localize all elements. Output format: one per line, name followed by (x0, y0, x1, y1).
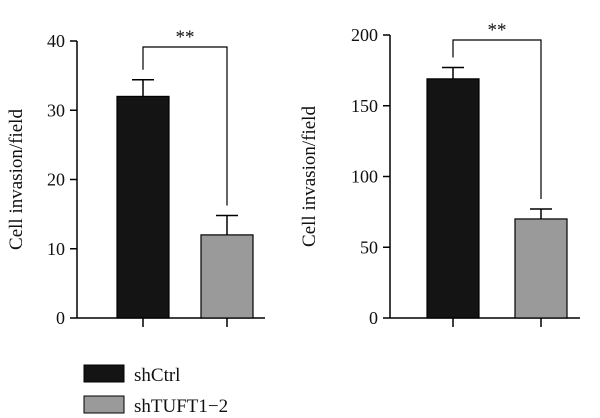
y-tick-label: 200 (351, 25, 378, 45)
y-axis-label: Cell invasion/field (299, 106, 320, 247)
y-axis-label: Cell invasion/field (6, 109, 27, 250)
right-chart-panel: 0 50 100 150 200 Cell invasion/field ** (299, 20, 580, 328)
y-tick-label: 150 (351, 96, 378, 116)
bar-shtuft1 (514, 218, 568, 319)
legend: shCtrl shTUFT1−2 (83, 364, 228, 417)
bar-shctrl (426, 78, 480, 319)
significance-bracket (452, 39, 542, 200)
legend-swatch-shctrl (83, 364, 125, 383)
significance-label: ** (176, 27, 195, 48)
bar-shctrl (116, 95, 170, 319)
y-tick-label: 100 (351, 167, 378, 187)
significance-bracket (142, 46, 228, 206)
y-tick-label: 0 (56, 308, 65, 328)
y-tick-label: 0 (369, 308, 378, 328)
legend-swatch-shtuft1 (83, 395, 125, 414)
y-tick-label: 30 (47, 100, 65, 120)
bar-shtuft1 (200, 234, 254, 319)
left-chart-panel: 0 10 20 30 40 Cell invasion/field ** (6, 27, 265, 328)
legend-label-shctrl: shCtrl (134, 365, 180, 386)
significance-label: ** (488, 20, 507, 41)
y-tick-label: 10 (47, 239, 65, 259)
legend-label-shtuft1: shTUFT1−2 (134, 396, 228, 417)
y-tick-label: 20 (47, 170, 65, 190)
y-tick-label: 40 (47, 31, 65, 51)
y-tick-label: 50 (360, 237, 378, 257)
